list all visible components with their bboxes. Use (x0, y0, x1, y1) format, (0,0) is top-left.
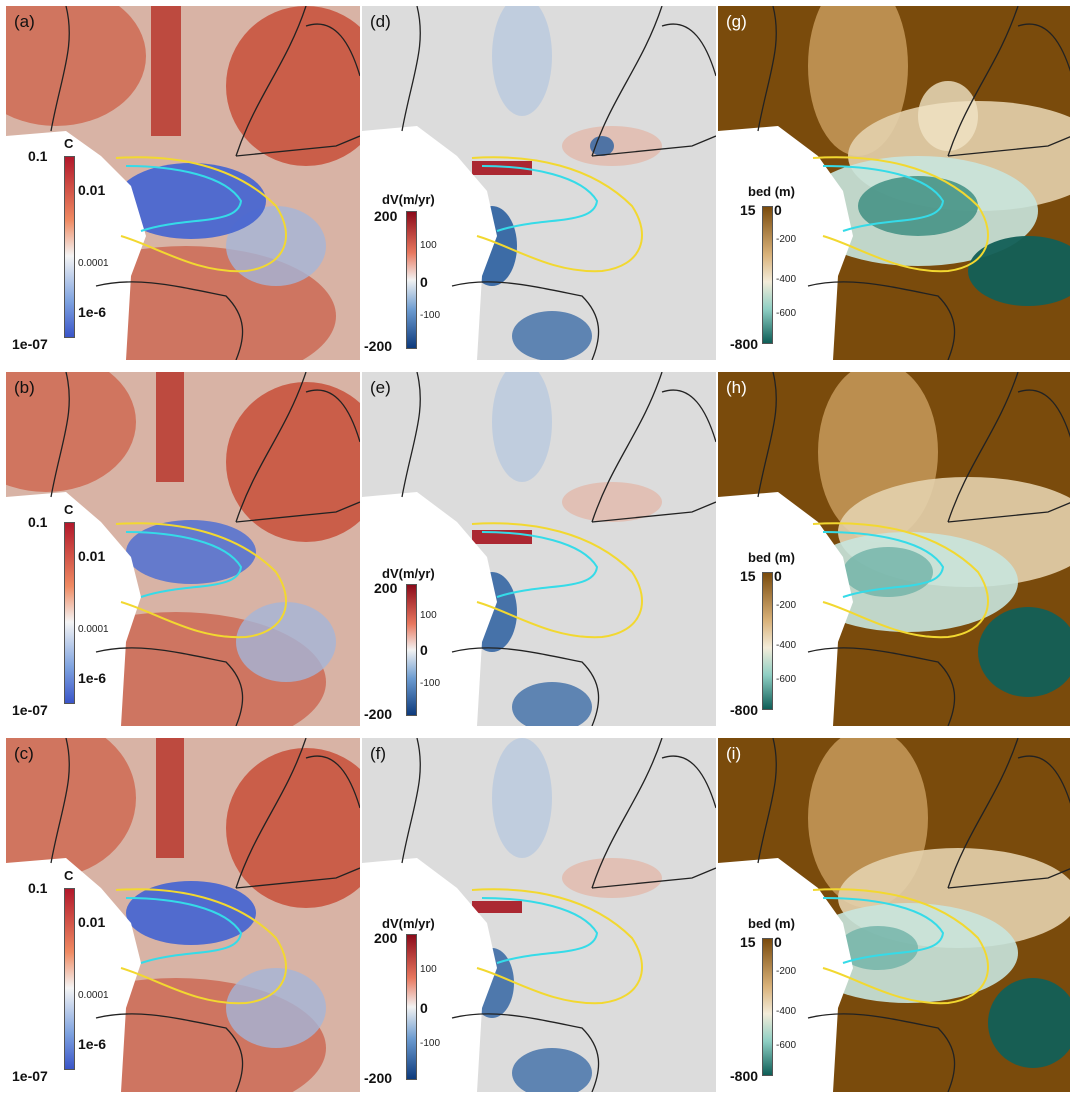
tick-3: -600 (776, 308, 797, 319)
tick-2: -400 (776, 1006, 797, 1017)
bed-elevation-map (718, 6, 1070, 360)
tick-3: -100 (420, 678, 441, 689)
colorbar-C (64, 156, 75, 338)
tick-1: -200 (776, 234, 797, 245)
friction-map (6, 6, 360, 360)
colorbar-bed (762, 938, 773, 1076)
tick-3: -100 (420, 1038, 441, 1049)
panel-i: (i) bed (m) 15 0 -200 -400 -600 -800 (718, 738, 1070, 1092)
tick-bottom: -800 (730, 336, 759, 352)
panel-d: (d) dV(m/yr) 200 100 0 -100 -200 (362, 6, 716, 360)
tick-3: -600 (776, 674, 797, 685)
colorbar-title: bed (m) (748, 184, 795, 199)
colorbar-title: C (64, 136, 74, 151)
friction-map (6, 372, 360, 726)
tick-top: 200 (374, 208, 398, 224)
panel-label: (b) (14, 378, 35, 397)
tick-bottom: 1e-07 (12, 336, 48, 352)
panel-label: (g) (726, 12, 747, 31)
tick-bottom: 1e-07 (12, 702, 48, 718)
colorbar-title: bed (m) (748, 550, 795, 565)
tick-1: 100 (420, 964, 437, 975)
tick-3: -100 (420, 310, 441, 321)
panel-c: (c) C 0.1 0.01 0.0001 1e-6 1e-07 (6, 738, 360, 1092)
colorbar-title: bed (m) (748, 916, 795, 931)
tick-top: 200 (374, 930, 398, 946)
tick-top: 0.1 (28, 514, 48, 530)
tick-top: 0.1 (28, 880, 48, 896)
tick-2: 0.0001 (78, 624, 109, 635)
panel-h: (h) bed (m) 15 0 -200 -400 -600 -800 (718, 372, 1070, 726)
tick-bottom: 1e-07 (12, 1068, 48, 1084)
tick-1: 0.01 (78, 914, 106, 930)
colorbar-bed (762, 572, 773, 710)
friction-map (6, 738, 360, 1092)
colorbar-C (64, 522, 75, 704)
tick-top2: 0 (774, 568, 782, 584)
tick-3: 1e-6 (78, 670, 107, 686)
panel-a: (a) C 0.1 0.01 0.0001 1e-6 1e-07 (6, 6, 360, 360)
panel-label: (h) (726, 378, 747, 397)
panel-e: (e) dV(m/yr) 200 100 0 -100 -200 (362, 372, 716, 726)
colorbar-title: C (64, 502, 74, 517)
velocity-difference-map (362, 738, 716, 1092)
panel-label: (d) (370, 12, 391, 31)
tick-bottom: -200 (364, 1070, 393, 1086)
tick-2: 0 (420, 1000, 428, 1016)
colorbar-bed (762, 206, 773, 344)
bed-elevation-map (718, 372, 1070, 726)
colorbar-title: dV(m/yr) (382, 192, 435, 207)
colorbar-title: dV(m/yr) (382, 566, 435, 581)
panel-label: (c) (14, 744, 34, 763)
tick-top: 15 (740, 202, 756, 218)
tick-2: 0 (420, 274, 428, 290)
tick-1: -200 (776, 966, 797, 977)
tick-1: 0.01 (78, 182, 106, 198)
tick-top: 200 (374, 580, 398, 596)
tick-top: 15 (740, 568, 756, 584)
tick-1: -200 (776, 600, 797, 611)
tick-3: 1e-6 (78, 304, 107, 320)
velocity-difference-map (362, 6, 716, 360)
colorbar-title: C (64, 868, 74, 883)
tick-3: -600 (776, 1040, 797, 1051)
tick-top2: 0 (774, 934, 782, 950)
panel-g: (g) bed (m) 15 0 -200 -400 -600 -800 (718, 6, 1070, 360)
colorbar-dV (406, 584, 417, 716)
colorbar-title: dV(m/yr) (382, 916, 435, 931)
tick-bottom: -200 (364, 706, 393, 722)
panel-label: (e) (370, 378, 391, 397)
velocity-difference-map (362, 372, 716, 726)
colorbar-dV (406, 934, 417, 1080)
panel-b: (b) C 0.1 0.01 0.0001 1e-6 1e-07 (6, 372, 360, 726)
colorbar-dV (406, 211, 417, 349)
tick-2: -400 (776, 274, 797, 285)
tick-2: 0.0001 (78, 258, 109, 269)
tick-bottom: -800 (730, 1068, 759, 1084)
tick-1: 100 (420, 610, 437, 621)
tick-3: 1e-6 (78, 1036, 107, 1052)
tick-top2: 0 (774, 202, 782, 218)
panel-label: (i) (726, 744, 742, 763)
colorbar-C (64, 888, 75, 1070)
tick-1: 0.01 (78, 548, 106, 564)
panel-label: (f) (370, 744, 387, 763)
tick-top: 0.1 (28, 148, 48, 164)
panel-label: (a) (14, 12, 35, 31)
tick-bottom: -800 (730, 702, 759, 718)
tick-2: 0 (420, 642, 428, 658)
tick-2: 0.0001 (78, 990, 109, 1001)
panel-f: (f) dV(m/yr) 200 100 0 -100 -200 (362, 738, 716, 1092)
tick-2: -400 (776, 640, 797, 651)
tick-top: 15 (740, 934, 756, 950)
tick-1: 100 (420, 240, 437, 251)
bed-elevation-map (718, 738, 1070, 1092)
tick-bottom: -200 (364, 338, 393, 354)
